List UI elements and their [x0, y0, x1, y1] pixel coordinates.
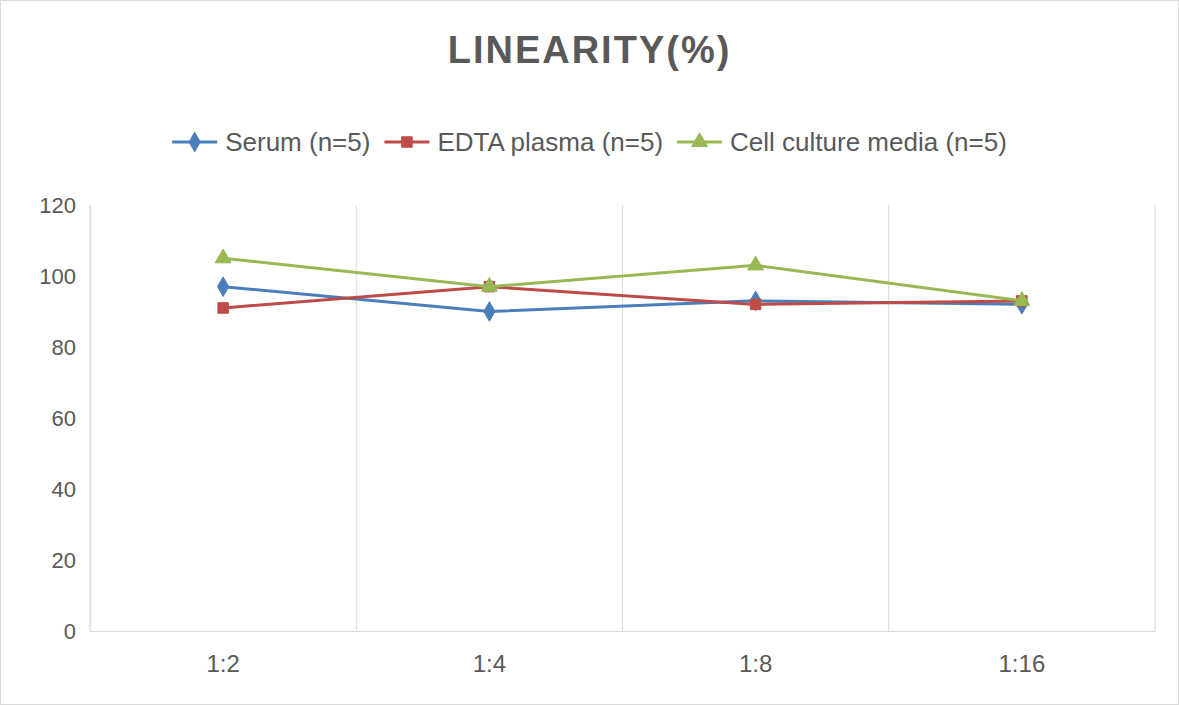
- y-tick-label: 20: [52, 548, 76, 573]
- chart-border: [1, 1, 1179, 705]
- legend-marker: [402, 137, 412, 147]
- series-marker: [1014, 292, 1030, 306]
- chart-title: LINEARITY(%): [448, 29, 732, 71]
- y-tick: 40: [52, 477, 90, 502]
- y-tick-label: 0: [64, 619, 76, 644]
- grid-line: [356, 205, 357, 631]
- legend-marker: [189, 132, 200, 152]
- grid-line: [1155, 205, 1156, 631]
- x-tick-label: 1:2: [206, 650, 239, 677]
- legend-label: EDTA plasma (n=5): [437, 127, 663, 157]
- legend-item: EDTA plasma (n=5): [384, 127, 663, 157]
- series-marker: [217, 277, 228, 297]
- y-tick: 0: [64, 619, 90, 644]
- grid-line: [888, 205, 889, 631]
- legend-item: Serum (n=5): [172, 127, 370, 157]
- y-tick-label: 60: [52, 406, 76, 431]
- y-tick-label: 40: [52, 477, 76, 502]
- x-tick: 1:16: [999, 631, 1046, 677]
- series-marker: [215, 249, 231, 263]
- x-axis: 1:2 1:4 1:8 1:16: [91, 631, 1156, 677]
- legend-marker: [692, 133, 708, 147]
- y-tick: 100: [39, 264, 90, 289]
- chart: 0 20 40 60 80 100 120 1:2 1:4 1:8 1:16 LINEARITY(%)…: [0, 0, 1179, 705]
- y-axis-line: [90, 206, 91, 632]
- legend-label: Serum (n=5): [225, 127, 370, 157]
- y-tick-label: 100: [39, 264, 76, 289]
- x-axis-line: [91, 631, 1156, 632]
- series-marker: [484, 302, 495, 322]
- legend: Serum (n=5) EDTA plasma (n=5) Cell culture…: [172, 127, 1007, 157]
- x-tick-label: 1:8: [739, 650, 772, 677]
- x-tick: 1:8: [739, 631, 772, 677]
- grid: [90, 205, 1155, 631]
- series-marker: [748, 256, 764, 270]
- y-tick: 120: [39, 193, 90, 218]
- x-tick-label: 1:16: [999, 650, 1046, 677]
- series-group: [215, 249, 1030, 321]
- series-marker: [481, 277, 497, 291]
- x-tick: 1:4: [473, 631, 506, 677]
- series-marker: [750, 291, 761, 311]
- grid-line: [622, 205, 623, 631]
- series-line: [223, 287, 1022, 308]
- series-line: [223, 287, 1022, 312]
- y-tick: 60: [52, 406, 90, 431]
- y-tick-label: 120: [39, 193, 76, 218]
- x-tick-label: 1:4: [473, 650, 506, 677]
- legend-item: Cell culture media (n=5): [677, 127, 1007, 157]
- y-tick: 20: [52, 548, 90, 573]
- y-axis: 0 20 40 60 80 100 120: [39, 193, 90, 644]
- y-tick-label: 80: [52, 335, 76, 360]
- series-marker: [218, 303, 228, 313]
- plot: 0 20 40 60 80 100 120 1:2 1:4 1:8 1:16: [39, 193, 1155, 678]
- x-tick: 1:2: [206, 631, 239, 677]
- grid-line: [90, 205, 91, 631]
- series-marker: [750, 299, 760, 309]
- y-tick: 80: [52, 335, 90, 360]
- legend-label: Cell culture media (n=5): [730, 127, 1007, 157]
- series-line: [223, 258, 1022, 301]
